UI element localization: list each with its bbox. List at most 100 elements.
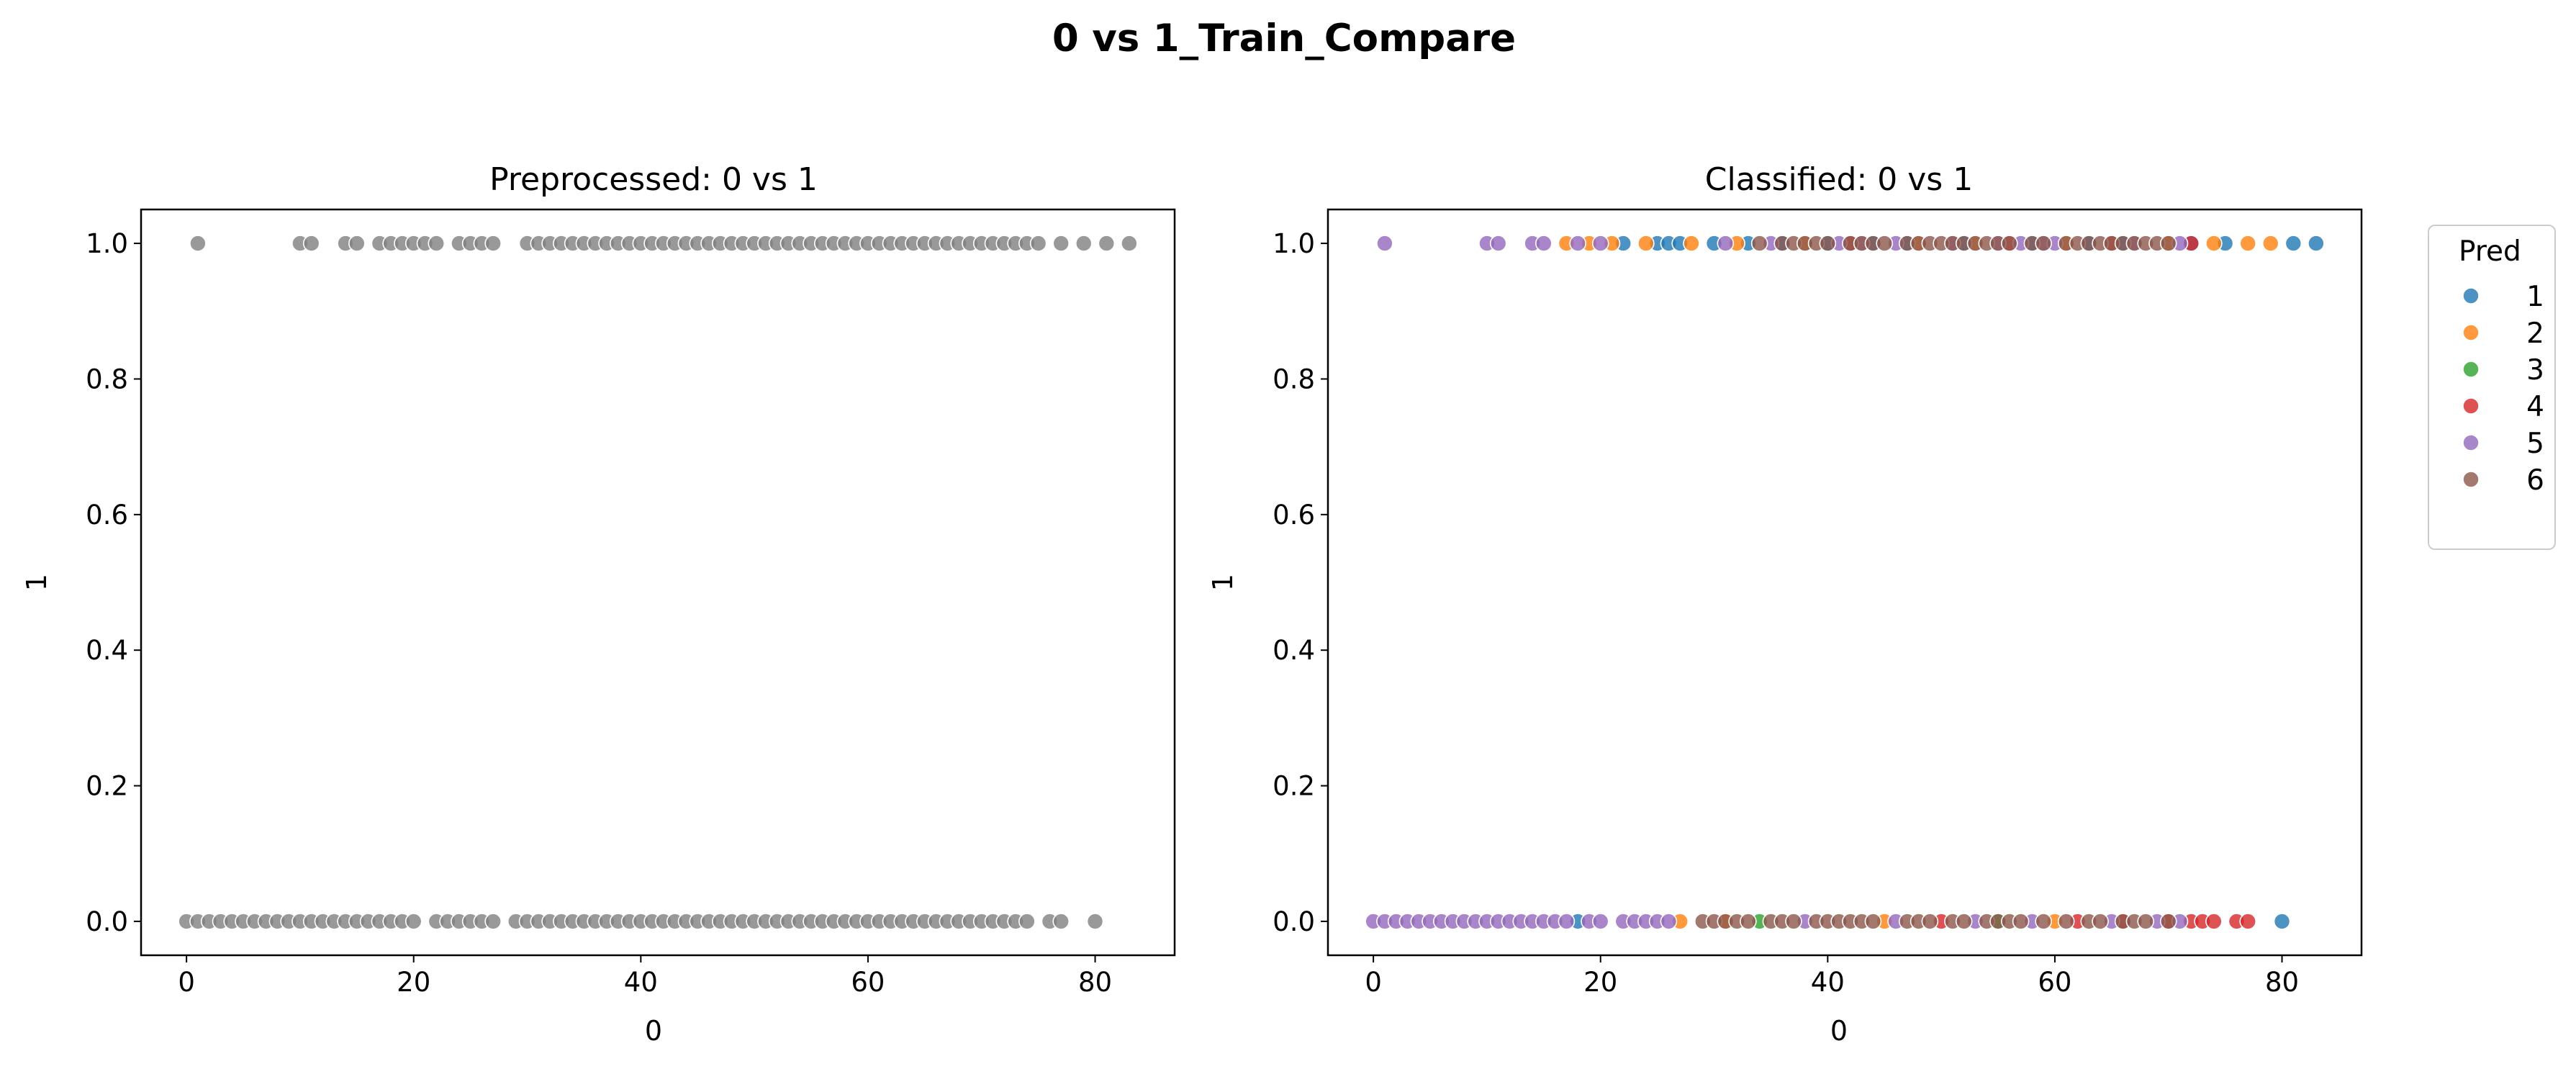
legend-marker-4 (2462, 397, 2480, 415)
point-pred-5 (1569, 235, 1586, 252)
data-point (1052, 913, 1070, 930)
legend-items: 1 2 3 4 5 6 (2462, 281, 2544, 497)
data-point (1052, 235, 1070, 252)
legend-label-3: 3 (2526, 354, 2544, 387)
data-point (1029, 235, 1047, 252)
point-pred-6 (1740, 913, 1757, 930)
preprocessed-axes-frame (140, 208, 1176, 957)
classified-points (1365, 235, 2325, 930)
x-tick-label: 0 (178, 967, 195, 998)
data-point (1075, 235, 1093, 252)
data-point (1098, 235, 1116, 252)
data-point (484, 235, 502, 252)
point-pred-5 (1660, 913, 1678, 930)
point-pred-6 (2057, 913, 2075, 930)
classified-title: Classified: 0 vs 1 (1705, 161, 1973, 198)
data-point (428, 235, 446, 252)
point-pred-6 (2159, 235, 2177, 252)
point-pred-6 (1785, 913, 1802, 930)
y-tick-label: 0.6 (1273, 500, 1315, 531)
point-pred-5 (1489, 235, 1507, 252)
point-pred-2 (2239, 235, 2256, 252)
data-point (1018, 913, 1036, 930)
figure-title: 0 vs 1_Train_Compare (1052, 17, 1516, 60)
y-tick-label: 1.0 (86, 228, 128, 259)
point-pred-5 (1376, 235, 1393, 252)
y-tick-label: 0.2 (86, 771, 128, 802)
x-tick-label: 60 (2038, 967, 2071, 998)
legend-label-5: 5 (2526, 428, 2544, 460)
y-tick-label: 0.6 (86, 500, 128, 531)
point-pred-6 (2092, 913, 2109, 930)
x-tick-label: 60 (851, 967, 885, 998)
x-tick-label: 80 (1078, 967, 1112, 998)
point-pred-1 (2273, 913, 2291, 930)
y-tick-label: 0.2 (1273, 771, 1315, 802)
legend-marker-3 (2462, 361, 2480, 378)
y-tick-label: 0.0 (1273, 906, 1315, 937)
y-tick-label: 1.0 (1273, 228, 1315, 259)
point-pred-2 (2205, 235, 2223, 252)
preprocessed-panel: Preprocessed: 0 vs 1 0 20 40 60 80 0.0 0.2 0.4… (21, 161, 1176, 1047)
legend-marker-5 (2462, 434, 2480, 451)
data-point (1121, 235, 1138, 252)
preprocessed-y-ticks: 0.0 0.2 0.4 0.6 0.8 1.0 (86, 228, 141, 937)
y-tick-label: 0.4 (86, 635, 128, 666)
point-pred-2 (2261, 235, 2279, 252)
classified-panel: Classified: 0 vs 1 0 20 40 60 80 0.00.20.40.… (1207, 161, 2363, 1047)
y-tick-label: 0.8 (86, 364, 128, 394)
point-pred-6 (1921, 913, 1939, 930)
classified-y-label: 1 (1207, 574, 1239, 591)
preprocessed-x-label: 0 (645, 1015, 662, 1047)
legend-label-2: 2 (2526, 317, 2544, 350)
point-pred-6 (1864, 913, 1882, 930)
legend-box (2428, 225, 2556, 550)
point-pred-5 (1558, 913, 1576, 930)
legend-marker-1 (2462, 287, 2480, 305)
x-tick-label: 80 (2265, 967, 2299, 998)
data-point (189, 235, 207, 252)
preprocessed-y-label: 1 (21, 574, 53, 591)
point-pred-5 (1591, 235, 1609, 252)
point-pred-6 (2001, 235, 2018, 252)
point-pred-6 (2012, 913, 2030, 930)
y-tick-label: 0.4 (1273, 635, 1315, 666)
legend-marker-2 (2462, 324, 2480, 341)
point-pred-6 (1876, 235, 1894, 252)
point-pred-6 (2035, 235, 2052, 252)
point-pred-6 (1819, 235, 1837, 252)
point-pred-4 (2239, 913, 2256, 930)
point-pred-6 (2035, 913, 2052, 930)
point-pred-2 (1637, 235, 1655, 252)
legend-label-1: 1 (2526, 281, 2544, 313)
preprocessed-title: Preprocessed: 0 vs 1 (489, 161, 818, 198)
legend: Pred 1 2 3 4 5 6 (2428, 225, 2556, 550)
classified-x-label: 0 (1830, 1015, 1848, 1047)
data-point (1086, 913, 1104, 930)
classified-y-ticks: 0.0 0.2 0.4 0.6 0.8 1.0 (1273, 228, 1328, 937)
legend-label-6: 6 (2526, 464, 2544, 497)
point-pred-6 (2137, 913, 2154, 930)
point-pred-4 (2205, 913, 2223, 930)
point-pred-5 (1717, 235, 1735, 252)
data-point (405, 913, 422, 930)
legend-title: Pred (2459, 235, 2521, 268)
legend-label-4: 4 (2526, 391, 2544, 423)
y-tick-label: 0.8 (1273, 364, 1315, 394)
x-tick-label: 40 (1811, 967, 1845, 998)
legend-marker-6 (2462, 471, 2480, 488)
point-pred-1 (2308, 235, 2325, 252)
preprocessed-x-ticks: 0 20 40 60 80 (178, 955, 1112, 998)
point-pred-6 (1955, 913, 1973, 930)
x-tick-label: 40 (624, 967, 658, 998)
classified-axes-frame (1327, 208, 2363, 957)
data-point (302, 235, 320, 252)
data-point (484, 913, 502, 930)
point-pred-6 (2159, 913, 2177, 930)
x-tick-label: 0 (1365, 967, 1382, 998)
data-point (348, 235, 366, 252)
classified-x-ticks: 0 20 40 60 80 (1365, 955, 2299, 998)
preprocessed-points (178, 235, 1138, 930)
